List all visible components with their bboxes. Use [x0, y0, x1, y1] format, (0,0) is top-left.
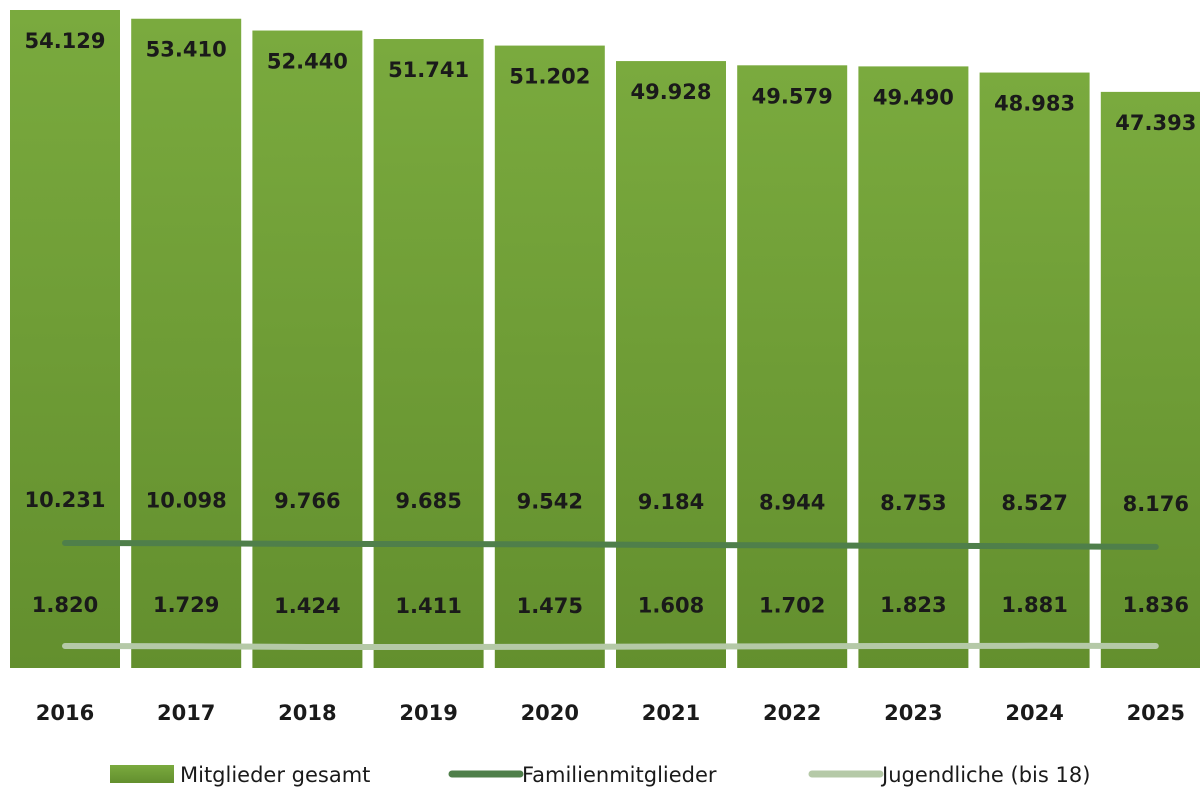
x-axis-ticks: 2016 2017 2018 2019 2020 2021 2022 2023 2024 2025: [36, 701, 1185, 725]
jugend-label-2020: 1.475: [517, 594, 583, 618]
bar-label-2025: 47.393: [1115, 111, 1196, 135]
familien-label-2017: 10.098: [146, 488, 227, 512]
familien-label-2023: 8.753: [880, 491, 946, 515]
bar-label-2022: 49.579: [752, 84, 833, 108]
legend: Mitglieder gesamt Familienmitglieder Jugen…: [110, 763, 1090, 787]
jugend-label-2021: 1.608: [638, 594, 704, 618]
bar-2016: [10, 10, 120, 668]
tick-label-2017: 2017: [157, 701, 215, 725]
familien-label-2021: 9.184: [638, 490, 704, 514]
bar-label-2018: 52.440: [267, 50, 348, 74]
legend-swatch-mitglieder: [110, 765, 174, 783]
jugend-label-2018: 1.424: [274, 594, 340, 618]
bar-label-2021: 49.928: [630, 80, 711, 104]
jugend-label-2022: 1.702: [759, 593, 825, 617]
data-label-group: 54.129 53.410 52.440 51.741 51.202 49.928 49.5…: [24, 29, 1196, 618]
jugend-label-2017: 1.729: [153, 593, 219, 617]
legend-label-familien: Familienmitglieder: [522, 763, 717, 787]
familien-label-2025: 8.176: [1123, 492, 1189, 516]
familien-label-2020: 9.542: [517, 489, 583, 513]
familien-label-2024: 8.527: [1001, 491, 1067, 515]
line-group: [62, 540, 1159, 650]
bar-label-2020: 51.202: [509, 65, 590, 89]
tick-label-2024: 2024: [1005, 701, 1063, 725]
jugend-label-2016: 1.820: [32, 593, 98, 617]
jugend-label-2024: 1.881: [1001, 593, 1067, 617]
familien-label-2018: 9.766: [274, 489, 340, 513]
line-jugendliche: [62, 642, 1159, 650]
jugend-label-2023: 1.823: [880, 593, 946, 617]
bar-2017: [131, 18, 242, 668]
tick-label-2022: 2022: [763, 701, 821, 725]
bar-2018: [252, 30, 363, 668]
bar-2019: [373, 39, 484, 669]
familien-label-2019: 9.685: [395, 489, 461, 513]
tick-label-2021: 2021: [642, 701, 700, 725]
tick-label-2019: 2019: [399, 701, 457, 725]
bar-2023: [858, 66, 969, 669]
bar-2022: [737, 65, 848, 668]
bar-label-2017: 53.410: [146, 38, 227, 62]
tick-label-2020: 2020: [521, 701, 579, 725]
bar-2024: [979, 72, 1090, 668]
bar-label-2019: 51.741: [388, 58, 469, 82]
bar-2020: [494, 45, 605, 668]
bar-2025: [1100, 91, 1200, 669]
bar-label-2023: 49.490: [873, 85, 954, 109]
legend-label-jugend: Jugendliche (bis 18): [880, 763, 1090, 787]
tick-label-2025: 2025: [1127, 701, 1185, 725]
tick-label-2016: 2016: [36, 701, 94, 725]
tick-label-2018: 2018: [278, 701, 336, 725]
jugend-label-2019: 1.411: [395, 594, 461, 618]
jugend-label-2025: 1.836: [1123, 593, 1189, 617]
line-familienmitglieder: [62, 540, 1159, 550]
legend-label-mitglieder: Mitglieder gesamt: [180, 763, 370, 787]
bar-label-2024: 48.983: [994, 92, 1075, 116]
familien-label-2016: 10.231: [24, 488, 105, 512]
bar-label-2016: 54.129: [24, 29, 105, 53]
familien-label-2022: 8.944: [759, 490, 825, 514]
tick-label-2023: 2023: [884, 701, 942, 725]
bar-2021: [616, 61, 726, 668]
bar-group: [10, 10, 1200, 669]
